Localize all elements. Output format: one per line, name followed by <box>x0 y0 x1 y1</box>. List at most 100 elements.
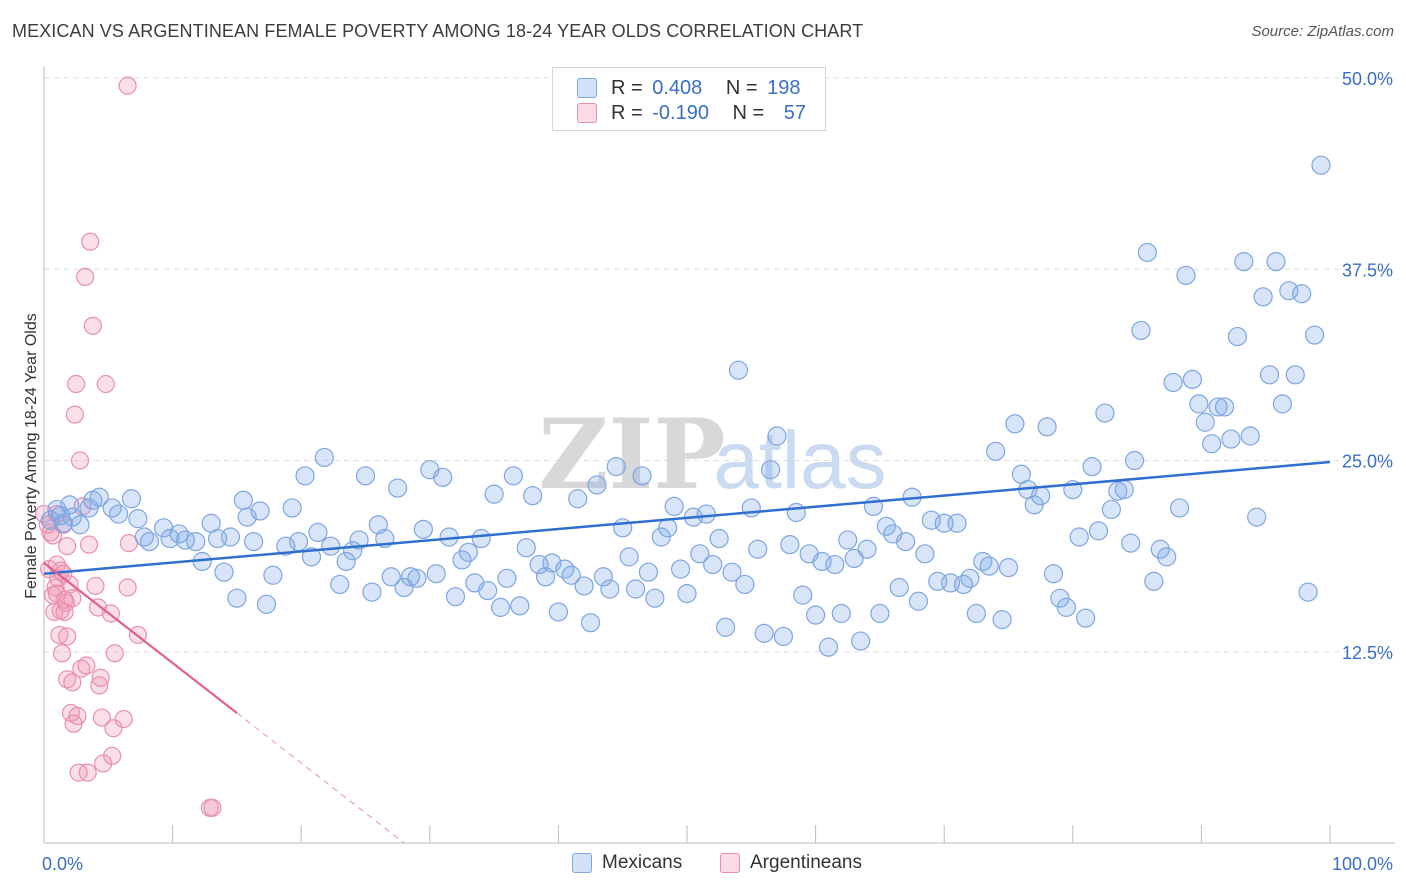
tick-labels: 12.5% 25.0% 37.5% 50.0% 0.0% 100.0% <box>42 69 1393 874</box>
mexican-point <box>1285 365 1305 385</box>
argentinean-point <box>92 708 111 727</box>
argentinean-point <box>81 232 100 251</box>
argentinean-point <box>91 668 110 687</box>
mexican-point <box>1101 499 1121 520</box>
mexican-point <box>1298 582 1318 602</box>
mexicans-trend-line <box>43 460 1331 575</box>
argentinean-point <box>58 670 77 689</box>
mexican-point <box>484 484 504 504</box>
mexican-point <box>613 518 633 538</box>
mexican-point <box>1182 369 1202 390</box>
correlation-legend: R = 0.408 N = 198 R = -0.190 N = 57 <box>552 67 826 131</box>
argentinean-point <box>77 656 96 675</box>
mexican-point <box>1005 414 1025 434</box>
chart-title: MEXICAN VS ARGENTINEAN FEMALE POVERTY AM… <box>12 21 864 41</box>
mexican-point <box>263 565 283 585</box>
mexican-point <box>301 547 322 567</box>
mexican-point <box>89 487 109 507</box>
mexican-point <box>1227 326 1248 347</box>
mexican-point <box>896 531 916 552</box>
mexican-point <box>413 519 433 539</box>
argentinean-point <box>105 644 124 663</box>
mexican-point <box>1292 284 1312 304</box>
mexican-point <box>593 567 614 587</box>
mexican-point <box>1163 372 1183 393</box>
mexican-point <box>574 576 594 596</box>
mexican-point <box>60 495 80 515</box>
mexican-point <box>510 596 530 616</box>
mexican-point <box>908 591 929 611</box>
mexican-point <box>128 509 148 529</box>
argentinean-point <box>78 763 97 782</box>
argentinean-point <box>96 374 115 394</box>
mexican-point <box>1150 539 1170 559</box>
mexican-point <box>336 551 356 572</box>
mexican-point <box>314 447 334 468</box>
mexican-point <box>1253 287 1273 307</box>
mexican-point <box>175 530 196 550</box>
x-tick-label: 100.0% <box>1332 854 1393 874</box>
mexican-point <box>1157 547 1177 567</box>
mexican-point <box>658 518 678 538</box>
legend-r-value: -0.190 <box>652 102 709 124</box>
mexican-point <box>561 565 581 585</box>
y-axis-label: Female Poverty Among 18-24 Year Olds <box>23 313 40 599</box>
mexican-point <box>773 626 794 647</box>
mexican-point <box>1272 394 1293 414</box>
mexican-point <box>1259 365 1280 385</box>
legend-swatch-pink <box>577 103 597 123</box>
axes <box>43 66 1395 844</box>
mexican-point <box>728 360 749 380</box>
mexican-point <box>632 466 652 486</box>
mexican-point <box>1311 155 1331 175</box>
mexican-point <box>709 528 729 549</box>
mexican-point <box>458 542 478 562</box>
mexican-point <box>793 585 813 605</box>
mexican-point <box>838 530 858 550</box>
mexican-point <box>670 559 691 579</box>
mexican-point <box>1056 597 1076 617</box>
mexican-point <box>767 426 787 446</box>
mexican-point <box>250 501 270 521</box>
mexican-point <box>979 556 999 576</box>
mexican-point <box>703 554 723 575</box>
mexican-point <box>722 562 742 582</box>
mexican-point <box>1131 320 1151 341</box>
argentinean-point <box>103 746 122 765</box>
mexican-point <box>1304 325 1325 345</box>
mexicans-points <box>40 155 1331 657</box>
mexican-point <box>121 489 142 509</box>
watermark: ZIP atlas <box>538 398 886 511</box>
mexican-point <box>677 584 697 604</box>
mexican-point <box>748 539 768 559</box>
mexican-point <box>1088 521 1109 541</box>
mexican-point <box>1137 242 1157 263</box>
mexican-point <box>600 579 620 599</box>
mexican-point <box>400 567 421 587</box>
legend-n-value: 198 <box>767 77 801 99</box>
mexican-point <box>754 623 774 643</box>
mexican-point <box>426 564 446 584</box>
argentinean-point <box>55 602 74 622</box>
mexican-point <box>330 574 350 595</box>
legend-n-label: N = <box>732 102 765 124</box>
mexican-point <box>1266 252 1286 272</box>
argentinean-point <box>63 673 82 692</box>
mexican-point <box>690 544 710 564</box>
argentinean-point <box>76 267 95 286</box>
mexican-point <box>915 544 935 564</box>
argentinean-point <box>203 798 222 817</box>
bottom-legend-label: Argentineans <box>750 852 862 873</box>
mexican-point <box>1247 507 1267 527</box>
mexican-point <box>220 527 241 547</box>
argentineans-trend-line <box>43 562 238 714</box>
mexican-point <box>308 522 328 543</box>
mexican-point <box>1144 571 1164 591</box>
argentinean-point <box>65 405 84 424</box>
legend-r-label: R = <box>611 102 643 124</box>
mexican-point <box>160 528 180 549</box>
mexican-point <box>780 535 800 555</box>
mexican-point <box>851 631 871 651</box>
mexican-point <box>503 466 523 486</box>
